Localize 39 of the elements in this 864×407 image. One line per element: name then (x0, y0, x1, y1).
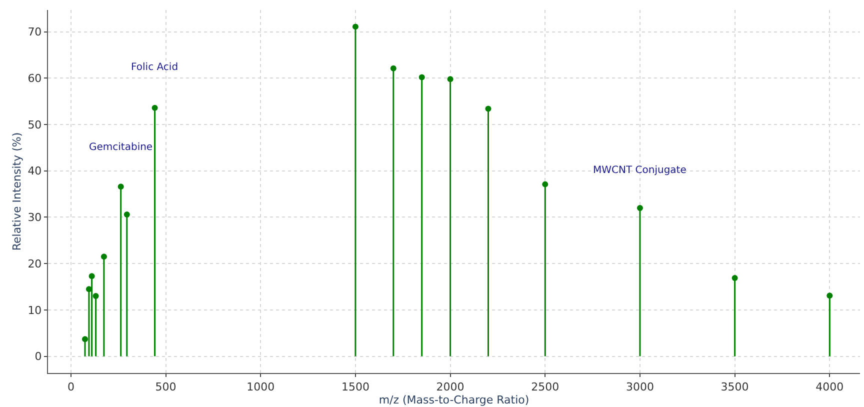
point (118, 184, 124, 190)
y-tick-label: 60 (28, 72, 42, 85)
y-tick-label: 40 (28, 164, 42, 178)
annotation: Folic Acid (131, 62, 178, 73)
point (124, 211, 130, 218)
point (352, 24, 358, 30)
y-tick-label: 20 (28, 257, 42, 270)
x-tick-label: 2500 (531, 380, 560, 394)
point (447, 76, 454, 82)
point (100, 254, 107, 260)
x-tick-label: 3500 (720, 380, 749, 394)
x-axis-title: m/z (Mass-to-Charge Ratio) (378, 393, 530, 406)
y-tick-label: 30 (28, 211, 42, 224)
y-tick-label: 70 (28, 26, 42, 39)
x-tick-label: 1500 (341, 380, 370, 394)
point (92, 293, 99, 300)
point (88, 273, 95, 280)
point (152, 104, 158, 111)
annotation: Gemcitabine (89, 142, 153, 153)
y-tick-label: 50 (28, 118, 42, 132)
point (542, 181, 548, 188)
point (636, 204, 643, 211)
x-tick-label: 2000 (436, 380, 464, 394)
y-tick-label: 10 (28, 304, 42, 317)
x-tick-label: 3000 (626, 380, 654, 394)
annotation: MWCNT Conjugate (593, 165, 686, 176)
point (390, 65, 396, 72)
x-tick-label: 1000 (246, 380, 275, 394)
point (82, 336, 88, 342)
point (418, 74, 425, 80)
y-axis-title: Relative Intensity (%) (10, 132, 24, 251)
x-tick-label: 4000 (816, 380, 844, 394)
point (485, 106, 492, 112)
point (732, 274, 738, 281)
point (86, 286, 92, 292)
point (826, 292, 833, 299)
y-tick-label: 0 (34, 350, 42, 364)
x-tick-label: 0 (67, 380, 74, 394)
x-tick-label: 500 (155, 380, 176, 394)
